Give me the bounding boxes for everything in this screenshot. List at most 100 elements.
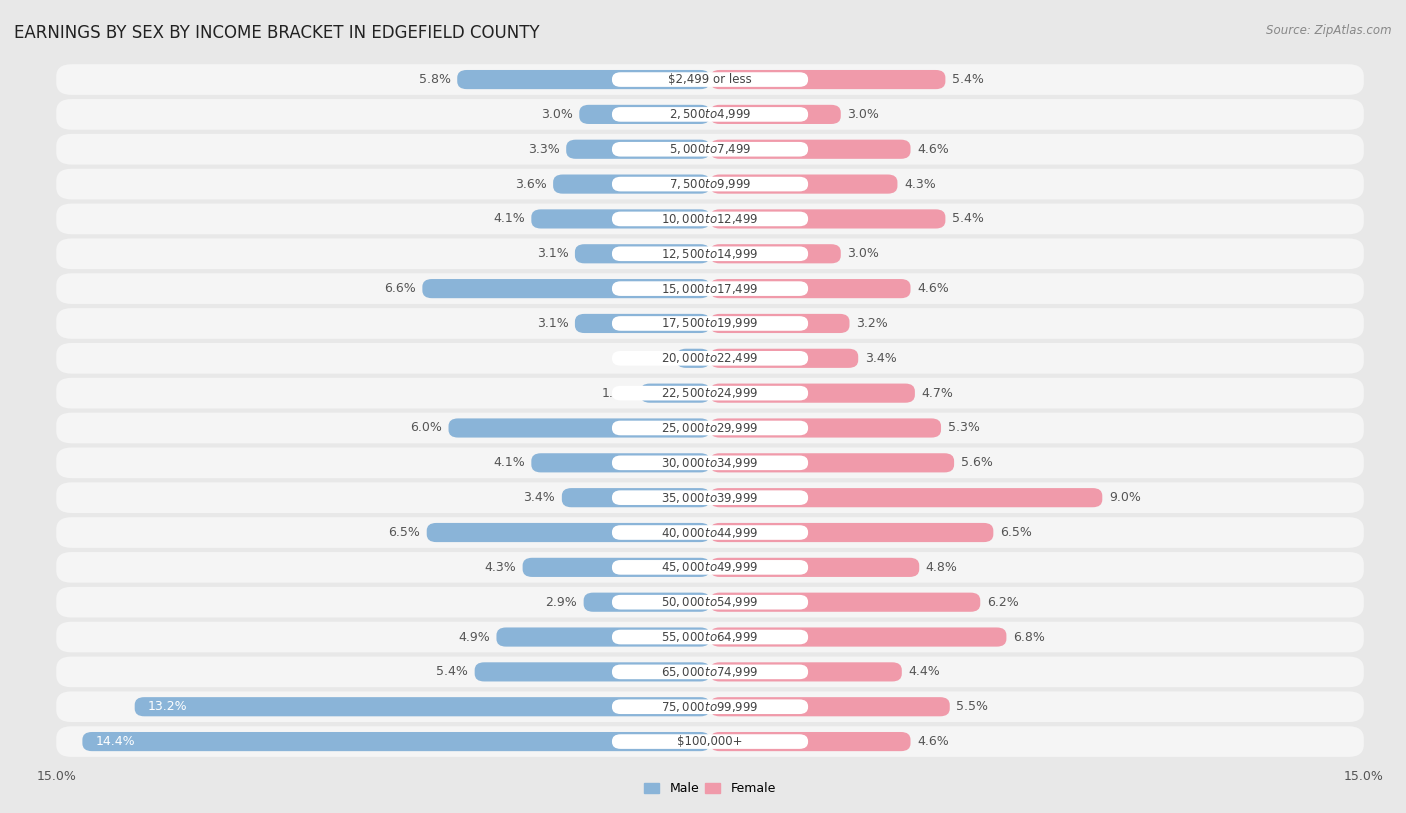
Text: $25,000 to $29,999: $25,000 to $29,999 xyxy=(661,421,759,435)
FancyBboxPatch shape xyxy=(83,732,710,751)
FancyBboxPatch shape xyxy=(612,420,808,435)
FancyBboxPatch shape xyxy=(56,64,1364,95)
Text: EARNINGS BY SEX BY INCOME BRACKET IN EDGEFIELD COUNTY: EARNINGS BY SEX BY INCOME BRACKET IN EDG… xyxy=(14,24,540,42)
FancyBboxPatch shape xyxy=(422,279,710,298)
FancyBboxPatch shape xyxy=(710,558,920,577)
Text: $22,500 to $24,999: $22,500 to $24,999 xyxy=(661,386,759,400)
Text: 3.0%: 3.0% xyxy=(848,247,879,260)
Text: 5.6%: 5.6% xyxy=(960,456,993,469)
FancyBboxPatch shape xyxy=(710,523,993,542)
Text: $12,500 to $14,999: $12,500 to $14,999 xyxy=(661,247,759,261)
Text: 4.7%: 4.7% xyxy=(921,387,953,400)
Text: 4.6%: 4.6% xyxy=(917,282,949,295)
FancyBboxPatch shape xyxy=(56,273,1364,304)
FancyBboxPatch shape xyxy=(710,593,980,611)
Text: 0.77%: 0.77% xyxy=(630,352,669,365)
FancyBboxPatch shape xyxy=(562,488,710,507)
FancyBboxPatch shape xyxy=(56,308,1364,339)
FancyBboxPatch shape xyxy=(523,558,710,577)
FancyBboxPatch shape xyxy=(612,455,808,470)
Text: $30,000 to $34,999: $30,000 to $34,999 xyxy=(661,456,759,470)
FancyBboxPatch shape xyxy=(710,175,897,193)
FancyBboxPatch shape xyxy=(56,169,1364,199)
FancyBboxPatch shape xyxy=(710,663,901,681)
FancyBboxPatch shape xyxy=(612,142,808,157)
Text: 5.8%: 5.8% xyxy=(419,73,451,86)
FancyBboxPatch shape xyxy=(710,140,911,159)
Text: 9.0%: 9.0% xyxy=(1109,491,1140,504)
FancyBboxPatch shape xyxy=(710,314,849,333)
Text: 2.9%: 2.9% xyxy=(546,596,576,609)
Text: 14.4%: 14.4% xyxy=(96,735,135,748)
FancyBboxPatch shape xyxy=(56,378,1364,408)
Text: 4.6%: 4.6% xyxy=(917,735,949,748)
FancyBboxPatch shape xyxy=(56,517,1364,548)
Text: 5.5%: 5.5% xyxy=(956,700,988,713)
FancyBboxPatch shape xyxy=(579,105,710,124)
Text: 3.3%: 3.3% xyxy=(527,143,560,156)
Text: 13.2%: 13.2% xyxy=(148,700,187,713)
Text: 4.6%: 4.6% xyxy=(917,143,949,156)
FancyBboxPatch shape xyxy=(496,628,710,646)
FancyBboxPatch shape xyxy=(56,413,1364,443)
FancyBboxPatch shape xyxy=(612,595,808,610)
FancyBboxPatch shape xyxy=(457,70,710,89)
FancyBboxPatch shape xyxy=(56,134,1364,164)
Text: $15,000 to $17,499: $15,000 to $17,499 xyxy=(661,281,759,296)
Text: 6.8%: 6.8% xyxy=(1012,631,1045,644)
FancyBboxPatch shape xyxy=(612,351,808,366)
Text: 6.6%: 6.6% xyxy=(384,282,416,295)
Text: $20,000 to $22,499: $20,000 to $22,499 xyxy=(661,351,759,365)
FancyBboxPatch shape xyxy=(612,107,808,122)
FancyBboxPatch shape xyxy=(612,664,808,679)
Text: $10,000 to $12,499: $10,000 to $12,499 xyxy=(661,212,759,226)
Text: 4.1%: 4.1% xyxy=(494,456,524,469)
Text: $75,000 to $99,999: $75,000 to $99,999 xyxy=(661,700,759,714)
FancyBboxPatch shape xyxy=(531,209,710,228)
FancyBboxPatch shape xyxy=(710,454,955,472)
Text: 5.4%: 5.4% xyxy=(436,665,468,678)
FancyBboxPatch shape xyxy=(640,384,710,402)
Text: 3.6%: 3.6% xyxy=(515,177,547,190)
Text: $55,000 to $64,999: $55,000 to $64,999 xyxy=(661,630,759,644)
FancyBboxPatch shape xyxy=(56,691,1364,722)
Text: 3.0%: 3.0% xyxy=(541,108,572,121)
FancyBboxPatch shape xyxy=(612,699,808,714)
FancyBboxPatch shape xyxy=(612,316,808,331)
Text: 3.0%: 3.0% xyxy=(848,108,879,121)
Text: $2,499 or less: $2,499 or less xyxy=(668,73,752,86)
FancyBboxPatch shape xyxy=(612,560,808,575)
FancyBboxPatch shape xyxy=(710,419,941,437)
FancyBboxPatch shape xyxy=(475,663,710,681)
FancyBboxPatch shape xyxy=(710,244,841,263)
FancyBboxPatch shape xyxy=(710,628,1007,646)
FancyBboxPatch shape xyxy=(612,176,808,191)
FancyBboxPatch shape xyxy=(56,726,1364,757)
FancyBboxPatch shape xyxy=(56,622,1364,652)
FancyBboxPatch shape xyxy=(575,244,710,263)
Text: 4.1%: 4.1% xyxy=(494,212,524,225)
FancyBboxPatch shape xyxy=(56,203,1364,234)
Text: 1.6%: 1.6% xyxy=(602,387,634,400)
FancyBboxPatch shape xyxy=(612,72,808,87)
Text: 3.1%: 3.1% xyxy=(537,247,568,260)
Text: 4.9%: 4.9% xyxy=(458,631,489,644)
FancyBboxPatch shape xyxy=(612,630,808,645)
Text: 5.4%: 5.4% xyxy=(952,73,984,86)
Text: $7,500 to $9,999: $7,500 to $9,999 xyxy=(669,177,751,191)
Text: 3.4%: 3.4% xyxy=(523,491,555,504)
FancyBboxPatch shape xyxy=(449,419,710,437)
FancyBboxPatch shape xyxy=(56,99,1364,130)
FancyBboxPatch shape xyxy=(612,281,808,296)
Text: 4.3%: 4.3% xyxy=(904,177,936,190)
Text: 3.1%: 3.1% xyxy=(537,317,568,330)
Text: 6.0%: 6.0% xyxy=(411,421,441,434)
FancyBboxPatch shape xyxy=(427,523,710,542)
FancyBboxPatch shape xyxy=(612,386,808,401)
FancyBboxPatch shape xyxy=(612,734,808,749)
FancyBboxPatch shape xyxy=(710,488,1102,507)
FancyBboxPatch shape xyxy=(575,314,710,333)
Text: 5.4%: 5.4% xyxy=(952,212,984,225)
FancyBboxPatch shape xyxy=(676,349,710,367)
Legend: Male, Female: Male, Female xyxy=(640,777,780,801)
